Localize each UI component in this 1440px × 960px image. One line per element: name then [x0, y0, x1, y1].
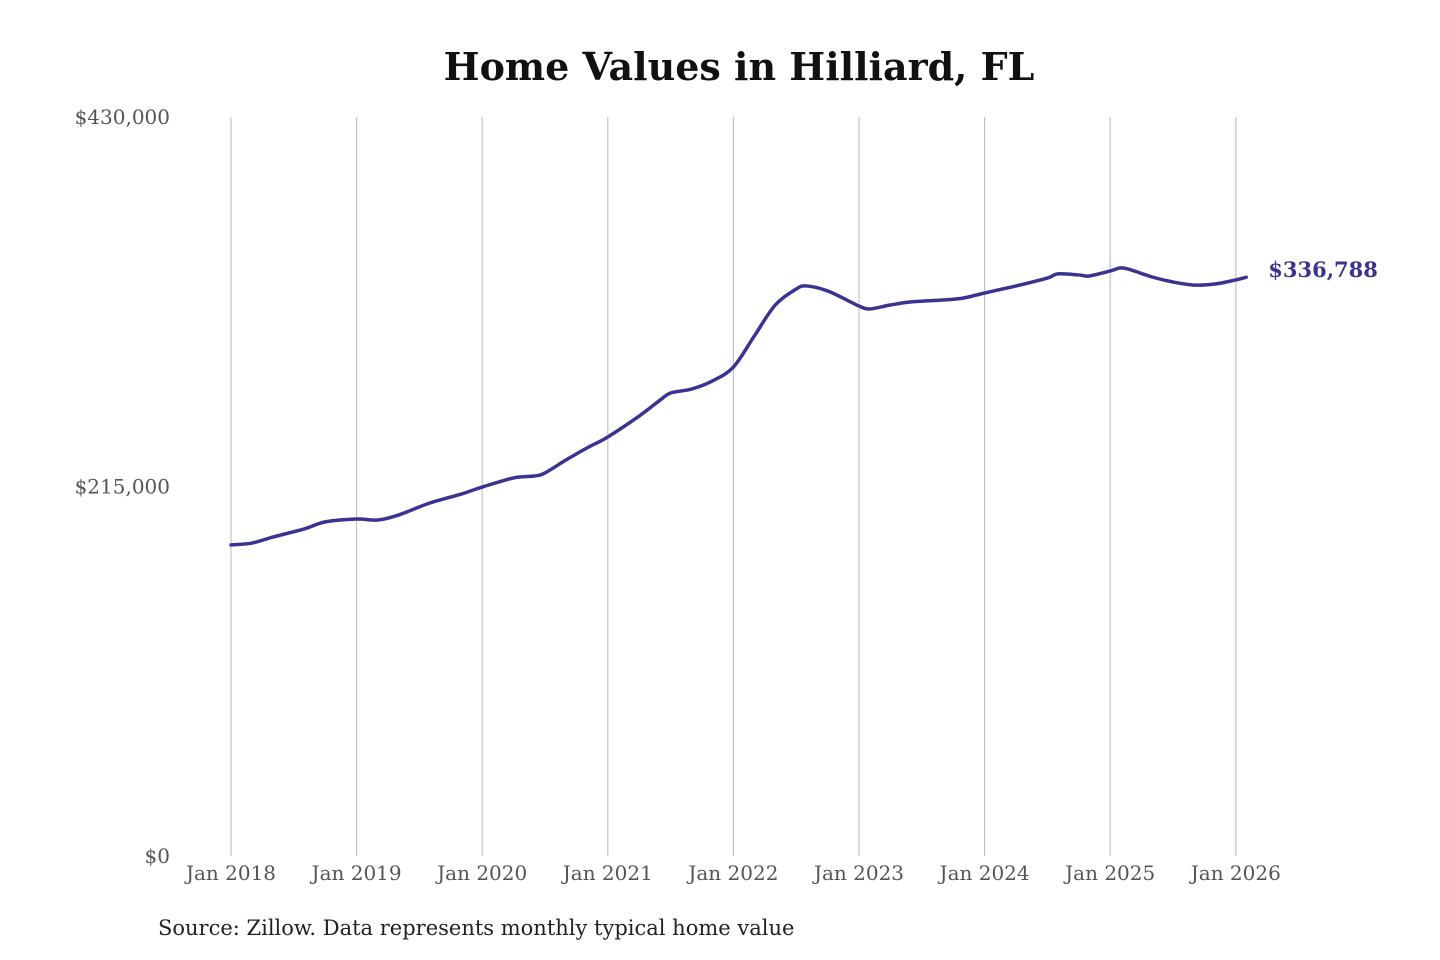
- x-tick-label: Jan 2023: [812, 861, 904, 885]
- x-tick-label: Jan 2020: [435, 861, 527, 885]
- x-tick-label: Jan 2025: [1063, 861, 1155, 885]
- chart-title: Home Values in Hilliard, FL: [443, 44, 1035, 89]
- series-line: [229, 266, 1249, 547]
- source-note: Source: Zillow. Data represents monthly …: [158, 916, 795, 940]
- y-tick-label: $430,000: [75, 105, 170, 129]
- x-tick-label: Jan 2019: [310, 861, 402, 885]
- x-tick-label: Jan 2018: [184, 861, 276, 885]
- x-tick-label: Jan 2022: [686, 861, 778, 885]
- x-tick-label: Jan 2026: [1189, 861, 1281, 885]
- x-tick-label: Jan 2021: [561, 861, 653, 885]
- x-tick-label: Jan 2024: [938, 861, 1030, 885]
- y-tick-label: $215,000: [75, 475, 170, 499]
- end-value-label: $336,788: [1268, 257, 1378, 282]
- y-tick-label: $0: [145, 844, 170, 868]
